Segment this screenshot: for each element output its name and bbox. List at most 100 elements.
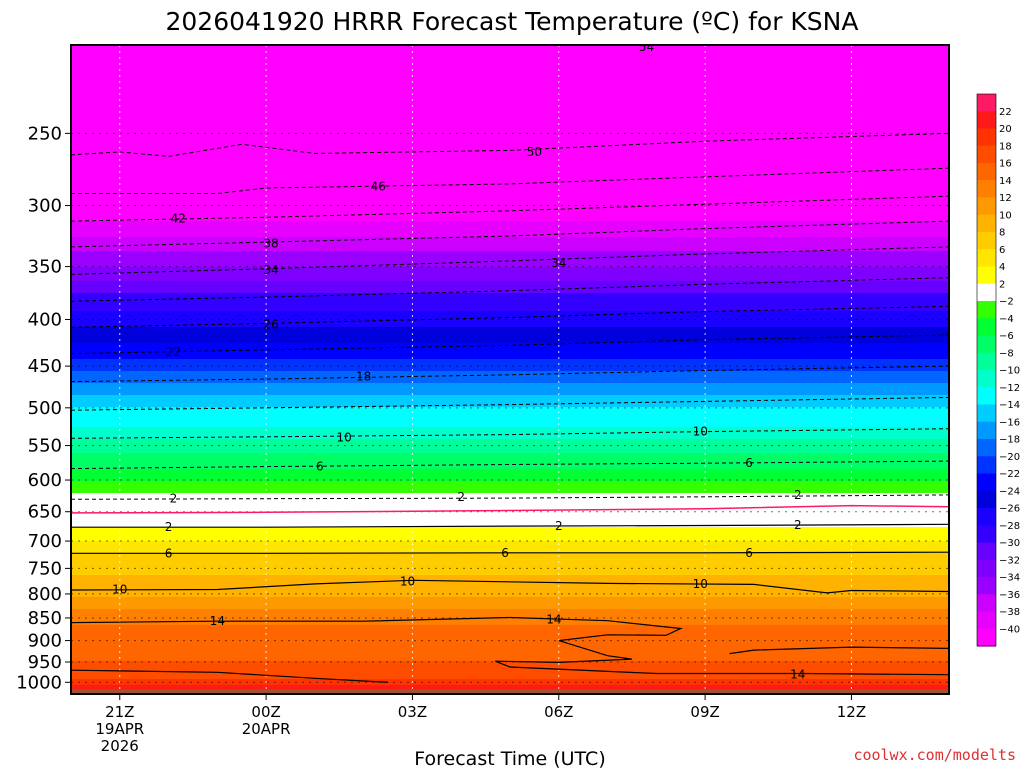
temperature-band [71, 211, 949, 214]
temperature-band [71, 315, 949, 318]
isotherm-dashed [71, 132, 949, 157]
temperature-band [71, 553, 949, 556]
temperature-band [71, 497, 949, 500]
colorbar-label: −16 [999, 417, 1020, 428]
temperature-band [71, 441, 949, 444]
temperature-band [71, 69, 949, 72]
temperature-band [71, 395, 949, 398]
temperature-band [71, 649, 949, 652]
colorbar-swatch [977, 490, 996, 509]
temperature-band [71, 381, 949, 384]
temperature-band [71, 287, 949, 290]
temperature-band [71, 533, 949, 536]
colorbar-label: −24 [999, 486, 1020, 497]
temperature-band [71, 433, 949, 436]
temperature-band [71, 605, 949, 608]
temperature-band [71, 569, 949, 572]
temperature-band [71, 181, 949, 184]
temperature-band [71, 123, 949, 126]
colorbar-label: 20 [999, 124, 1012, 135]
ground-fill [71, 689, 949, 694]
temperature-band [71, 275, 949, 278]
isotherm-dashed [71, 305, 949, 328]
temperature-band [71, 489, 949, 492]
temperature-band [71, 621, 949, 624]
temperature-band [71, 477, 949, 480]
y-tick-label: 300 [28, 196, 62, 217]
temperature-band [71, 205, 949, 208]
temperature-band [71, 427, 949, 430]
temperature-band [71, 259, 949, 262]
temperature-band [71, 575, 949, 578]
temperature-band [71, 293, 949, 296]
isotherm-solid [71, 579, 949, 594]
temperature-band [71, 299, 949, 302]
temperature-band [71, 631, 949, 634]
temperature-band [71, 503, 949, 506]
contour-label: 46 [371, 180, 386, 194]
temperature-band [71, 65, 949, 68]
temperature-band [71, 83, 949, 86]
temperature-band [71, 681, 949, 684]
colorbar-label: −18 [999, 435, 1020, 446]
temperature-band [71, 535, 949, 538]
contour-label: 2 [170, 492, 178, 506]
temperature-band [71, 637, 949, 640]
temperature-band [71, 513, 949, 516]
temperature-band [71, 527, 949, 530]
temperature-band [71, 199, 949, 202]
temperature-band [71, 363, 949, 366]
temperature-band [71, 187, 949, 190]
y-tick-label: 700 [28, 531, 62, 552]
temperature-band [71, 151, 949, 154]
temperature-band [71, 585, 949, 588]
temperature-band [71, 203, 949, 206]
colorbar-swatch [977, 301, 996, 319]
temperature-band [71, 163, 949, 166]
temperature-band [71, 251, 949, 254]
colorbar-frame [976, 93, 997, 647]
colorbar-swatch [977, 197, 996, 216]
temperature-band [71, 357, 949, 360]
temperature-band [71, 493, 949, 496]
temperature-band [71, 645, 949, 648]
temperature-band [71, 355, 949, 358]
temperature-band [71, 471, 949, 474]
temperature-band [71, 593, 949, 596]
isotherm-solid [71, 551, 949, 554]
y-tick-label: 750 [28, 558, 62, 579]
contour-label: 2 [165, 520, 173, 534]
x-tick-label: 20APR [242, 720, 291, 738]
temperature-band [71, 107, 949, 110]
colorbar-swatch [977, 559, 996, 578]
temperature-band [71, 603, 949, 606]
colorbar-swatch [977, 111, 996, 130]
temperature-band [71, 597, 949, 600]
temperature-band [71, 117, 949, 120]
colorbar-swatch [977, 456, 996, 475]
temperature-band [71, 463, 949, 466]
temperature-band [71, 201, 949, 204]
contour-label: 6 [165, 546, 173, 560]
colorbar-label: −14 [999, 400, 1020, 411]
temperature-band [71, 419, 949, 422]
temperature-band [71, 423, 949, 426]
temperature-band [71, 333, 949, 336]
colorbar-label: −2 [999, 297, 1014, 308]
colorbar-label: −10 [999, 366, 1020, 377]
temperature-band [71, 353, 949, 356]
temperature-band [71, 137, 949, 140]
temperature-band [71, 263, 949, 266]
temperature-band [71, 291, 949, 294]
x-tick-label: 00Z [251, 703, 280, 721]
temperature-band [71, 399, 949, 402]
colorbar-swatch [977, 370, 996, 388]
isotherm-dashed [71, 220, 949, 248]
temperature-band [71, 417, 949, 420]
temperature-band [71, 529, 949, 532]
x-tick-label: 06Z [544, 703, 573, 721]
temperature-band [71, 379, 949, 382]
temperature-band [71, 485, 949, 488]
colorbar-label: −20 [999, 452, 1020, 463]
